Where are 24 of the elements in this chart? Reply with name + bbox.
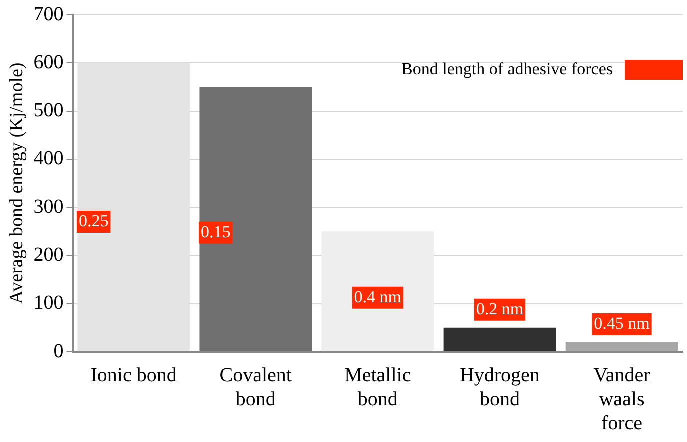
y-tick-label: 700 [34, 3, 64, 26]
y-tick-label: 400 [34, 148, 64, 170]
annotation: 0.45 nm [594, 314, 650, 333]
annotation: 0.4 nm [354, 287, 402, 306]
bar [322, 232, 434, 352]
x-tick-label: Metallic bond [344, 364, 412, 410]
y-tick-label: 200 [34, 244, 64, 266]
y-tick-label: 0 [54, 340, 64, 362]
y-tick-label: 500 [34, 100, 64, 122]
bar [566, 342, 678, 352]
annotation: 0.25 [78, 211, 109, 230]
annotation: Bond length of adhesive forces [402, 59, 614, 78]
x-tick-label: Covalent bond [220, 364, 292, 410]
bar [200, 87, 312, 352]
x-tick-label: Vander waals force [594, 364, 651, 434]
y-tick-label: 600 [34, 51, 64, 74]
annotation: 0.15 [200, 222, 231, 242]
y-tick-label: 300 [34, 196, 64, 218]
y-axis-title: Average bond energy (Kj/mole) [6, 62, 28, 304]
y-tick-label: 100 [34, 292, 64, 314]
bar [444, 328, 556, 352]
x-tick-label: Ionic bond [90, 364, 177, 386]
annotation: 0.2 nm [476, 299, 524, 318]
x-tick-label: Hydrogen bond [460, 364, 540, 410]
